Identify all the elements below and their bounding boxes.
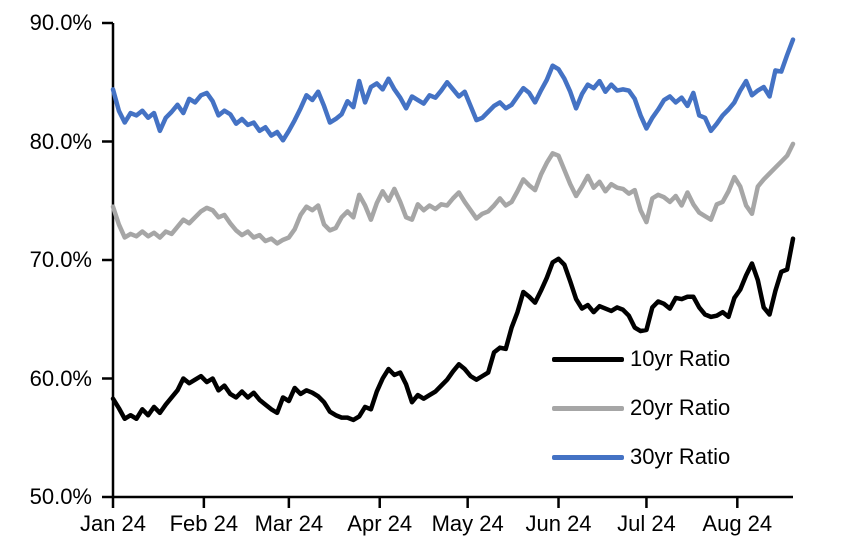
series-line-10yr-ratio — [110, 236, 796, 423]
y-axis-label: 50.0% — [29, 484, 92, 509]
x-axis-label: Mar 24 — [254, 511, 324, 536]
x-axis-label: Jan 24 — [79, 511, 147, 536]
legend-line-blue-icon — [552, 454, 624, 460]
x-axis-label: Jun 24 — [525, 511, 592, 536]
legend: 10yr Ratio 20yr Ratio 30yr Ratio — [552, 346, 730, 493]
y-axis-label: 90.0% — [29, 10, 92, 35]
x-axis-label: Aug 24 — [702, 511, 773, 536]
y-axis-label: 60.0% — [29, 365, 92, 391]
x-axis-label: May 24 — [431, 511, 504, 536]
y-axis-label: 80.0% — [29, 128, 92, 154]
series-line-30yr-ratio — [110, 37, 796, 143]
legend-entry-20yr: 20yr Ratio — [552, 395, 730, 421]
series-line-20yr-ratio — [110, 141, 796, 246]
x-axis-label: Feb 24 — [169, 511, 239, 536]
y-axis-label: 70.0% — [29, 247, 92, 272]
x-axis-label: Apr 24 — [347, 511, 413, 536]
x-axis-label: Jul 24 — [617, 511, 676, 536]
legend-entry-30yr: 30yr Ratio — [552, 444, 730, 470]
legend-label-20yr: 20yr Ratio — [630, 395, 731, 420]
legend-label-30yr: 30yr Ratio — [630, 444, 731, 469]
legend-entry-10yr: 10yr Ratio — [552, 346, 730, 372]
legend-line-black-icon — [552, 356, 624, 362]
legend-label-10yr: 10yr Ratio — [630, 346, 731, 371]
legend-line-gray-icon — [552, 405, 624, 411]
